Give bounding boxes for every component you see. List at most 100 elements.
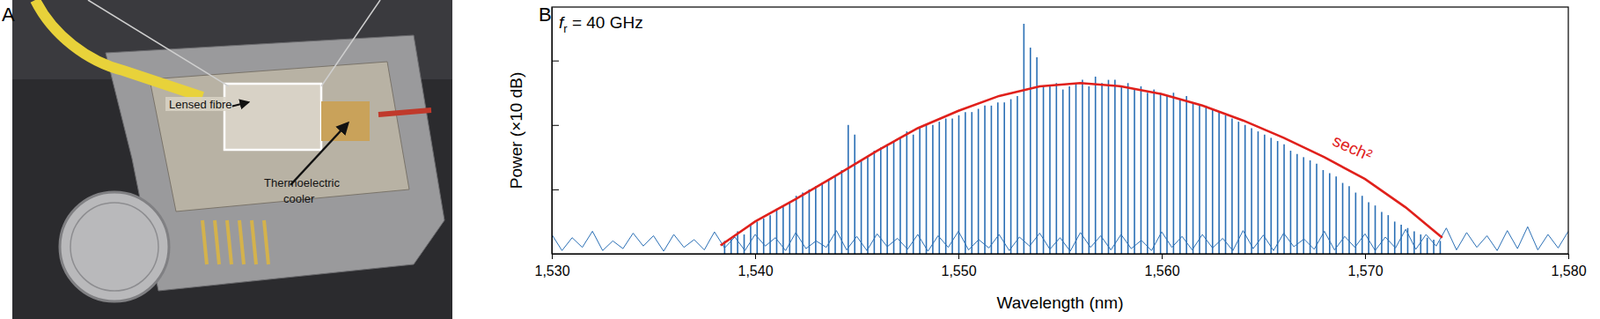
x-tick-label: 1,530 bbox=[534, 263, 570, 279]
y-tick bbox=[551, 253, 559, 255]
y-axis bbox=[551, 7, 559, 255]
x-tick: 1,570 bbox=[1347, 253, 1383, 279]
x-tick-label: 1,540 bbox=[737, 263, 773, 279]
comb-line bbox=[1049, 86, 1051, 254]
comb-line bbox=[1192, 102, 1195, 254]
pin bbox=[227, 220, 232, 265]
comb-line bbox=[1296, 154, 1299, 254]
photo-annotation-line: cooler bbox=[283, 191, 316, 206]
comb-line bbox=[983, 105, 986, 254]
comb-line bbox=[1283, 144, 1285, 254]
comb-line bbox=[1257, 131, 1260, 254]
comb-line bbox=[945, 117, 947, 254]
comb-line bbox=[1277, 140, 1279, 254]
photo-background bbox=[12, 0, 453, 319]
comb-line bbox=[1250, 127, 1253, 254]
comb-line bbox=[1010, 99, 1013, 254]
comb-line bbox=[1120, 86, 1123, 254]
comb-line bbox=[743, 234, 746, 254]
x-tick-mark bbox=[1365, 253, 1366, 259]
comb-line bbox=[1367, 202, 1370, 254]
comb-line bbox=[899, 137, 902, 254]
comb-line bbox=[970, 111, 973, 254]
comb-line bbox=[821, 183, 823, 254]
photo-annotation-line: Thermoelectric bbox=[264, 176, 340, 190]
comb-line bbox=[866, 156, 869, 254]
comb-line bbox=[1419, 234, 1422, 254]
comb-line bbox=[1094, 76, 1097, 254]
comb-line bbox=[769, 214, 771, 254]
x-tick: 1,580 bbox=[1550, 253, 1586, 279]
comb-line bbox=[1426, 237, 1429, 254]
panel-label: B bbox=[538, 3, 552, 26]
figure: Lensed fibreThermoelectriccoolerAB1,5301… bbox=[0, 0, 1600, 319]
comb-line bbox=[1114, 80, 1116, 254]
comb-line bbox=[1225, 115, 1227, 254]
cooler bbox=[321, 101, 370, 141]
comb-line bbox=[1016, 95, 1019, 254]
comb-line bbox=[1100, 82, 1103, 254]
figure-svg: Lensed fibreThermoelectriccoolerAB1,5301… bbox=[0, 0, 1600, 319]
y-tick-mark bbox=[551, 253, 559, 255]
comb-line bbox=[1068, 86, 1071, 254]
pin bbox=[251, 220, 257, 265]
comb-line bbox=[749, 224, 752, 254]
y-tick-mark bbox=[551, 60, 559, 62]
comb-line bbox=[997, 102, 999, 254]
comb-line bbox=[1029, 47, 1032, 254]
plot-area bbox=[551, 23, 1569, 254]
pin bbox=[239, 220, 244, 265]
comb-line bbox=[763, 218, 765, 254]
y-axis-line bbox=[551, 7, 553, 255]
comb-line bbox=[853, 134, 856, 254]
comb-line bbox=[788, 202, 791, 254]
annotation: fr = 40 GHz bbox=[558, 13, 644, 36]
comb-line bbox=[795, 195, 798, 254]
comb-line bbox=[847, 124, 850, 254]
x-tick-label: 1,550 bbox=[940, 263, 977, 279]
comb-line bbox=[1413, 230, 1416, 254]
comb-line bbox=[1355, 192, 1358, 254]
module-cavity bbox=[149, 61, 410, 212]
y-tick-mark bbox=[551, 124, 559, 126]
x-tick-label: 1,560 bbox=[1144, 263, 1180, 279]
photo-annotation: Thermoelectriccooler bbox=[264, 176, 340, 206]
fibre bbox=[35, 0, 203, 97]
annotation-part: = 40 GHz bbox=[567, 13, 644, 32]
comb-line bbox=[1432, 239, 1435, 254]
x-tick-label: 1,570 bbox=[1347, 263, 1383, 279]
y-tick bbox=[551, 189, 559, 191]
y-tick bbox=[551, 60, 559, 62]
noise-line bbox=[551, 226, 1569, 251]
comb-line bbox=[860, 160, 863, 254]
x-tick-mark bbox=[1568, 253, 1570, 259]
comb-line bbox=[1166, 95, 1168, 254]
comb-line bbox=[886, 144, 889, 254]
comb-line bbox=[1290, 150, 1292, 254]
comb-line bbox=[906, 131, 909, 254]
comb-line bbox=[1394, 220, 1396, 254]
comb-line bbox=[814, 185, 817, 254]
comb-line bbox=[1159, 92, 1162, 254]
comb-line bbox=[1348, 185, 1351, 254]
comb-line bbox=[1269, 137, 1272, 254]
x-tick-label: 1,580 bbox=[1550, 263, 1586, 279]
pin bbox=[214, 220, 220, 265]
comb-line bbox=[1218, 111, 1220, 254]
comb-line bbox=[1342, 183, 1344, 254]
comb-line bbox=[1075, 82, 1078, 254]
coin-rim bbox=[70, 202, 159, 291]
comb-line bbox=[1374, 205, 1377, 254]
comb-line bbox=[1140, 86, 1143, 254]
comb-line bbox=[1146, 92, 1149, 254]
label-backdrop bbox=[165, 96, 233, 111]
pin bbox=[264, 220, 269, 265]
comb-line bbox=[964, 111, 967, 254]
comb-line bbox=[1185, 95, 1188, 254]
comb-line bbox=[925, 124, 928, 254]
comb-line bbox=[1361, 195, 1364, 254]
plot-frame bbox=[551, 7, 1569, 254]
x-axis: 1,530 1,540 1,550 1,560 1,570 1,580 bbox=[534, 253, 1586, 279]
comb-line bbox=[1042, 86, 1045, 254]
comb-line bbox=[1133, 89, 1136, 254]
